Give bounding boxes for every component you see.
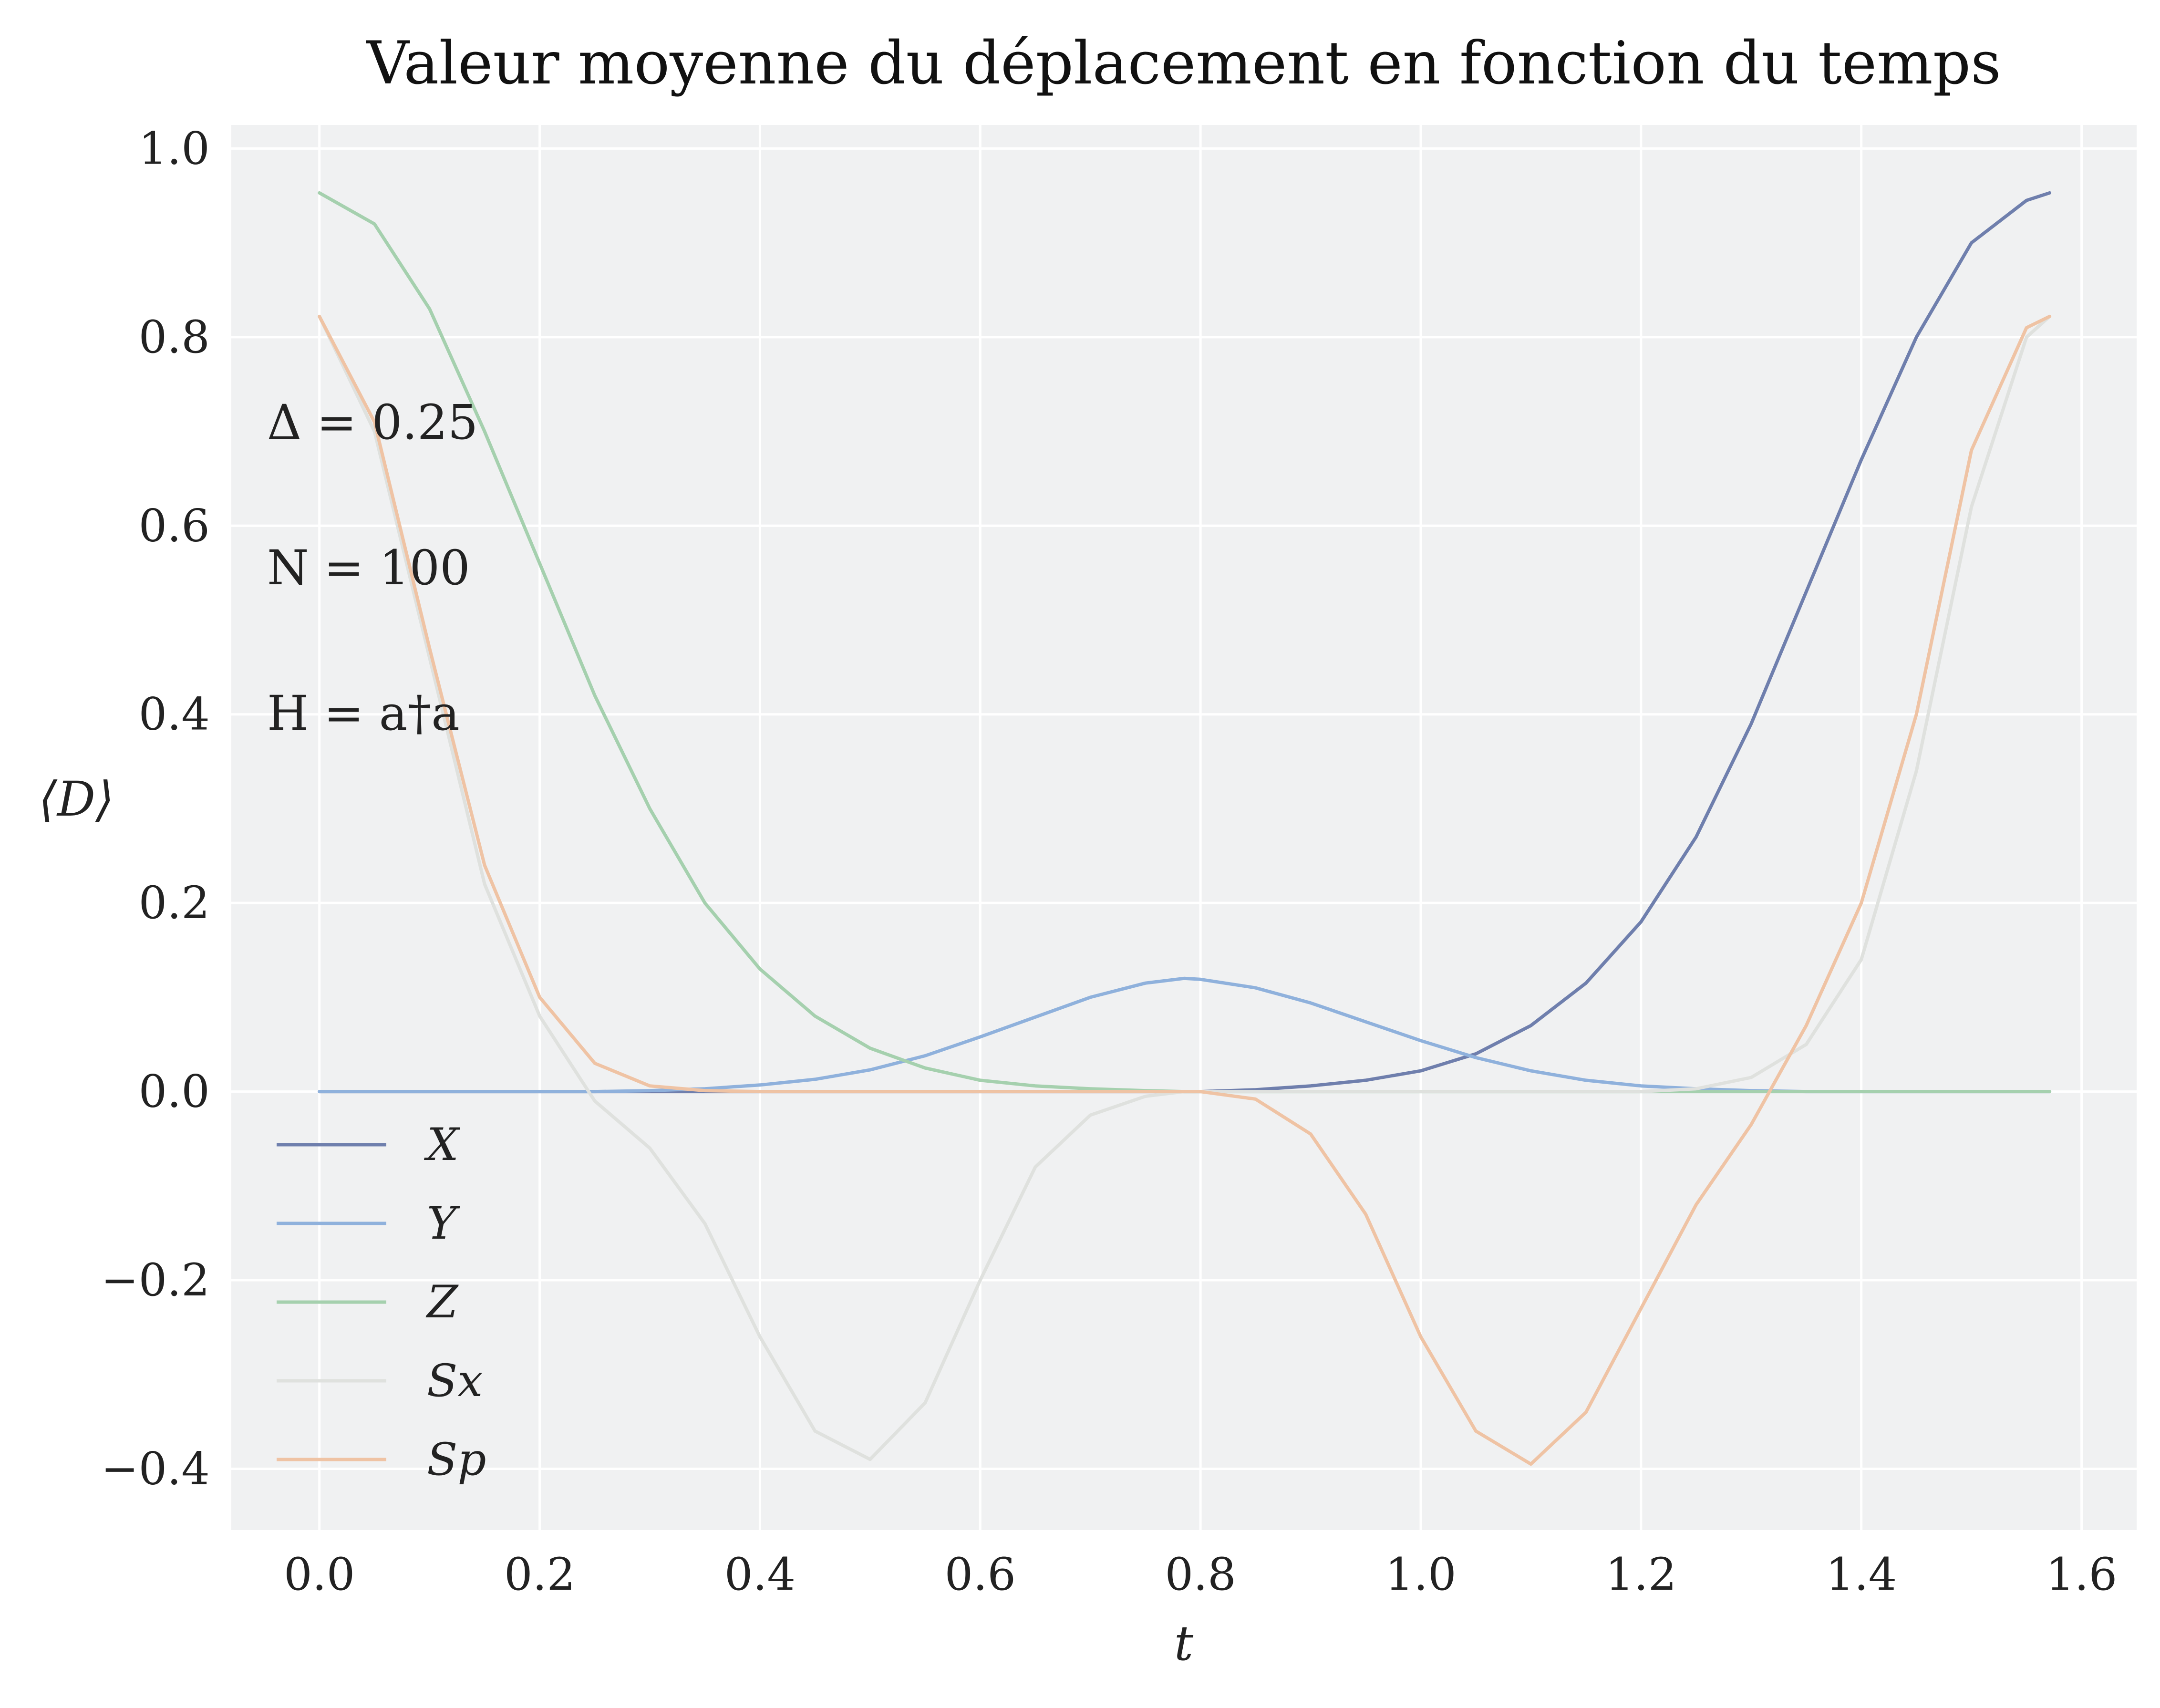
x-tick-label: 0.8	[1165, 1549, 1236, 1601]
x-tick-label: 1.0	[1385, 1549, 1457, 1601]
x-tick-labels: 0.0 0.2 0.4 0.6 0.8 1.0 1.2 1.4 1.6	[284, 1549, 2117, 1601]
x-tick-label: 0.6	[945, 1549, 1016, 1601]
grid-vertical	[318, 125, 2083, 1530]
y-tick-label: 0.0	[139, 1066, 210, 1118]
series-layer	[318, 191, 2052, 1466]
legend-label-y: Y	[427, 1198, 460, 1250]
plot-area	[231, 125, 2137, 1530]
y-tick-labels: −0.4 −0.2 0.0 0.2 0.4 0.6 0.8 1.0	[101, 123, 210, 1495]
y-tick-label: 0.2	[139, 877, 210, 929]
y-tick-label: 0.6	[139, 500, 210, 552]
x-tick-label: 0.2	[504, 1549, 576, 1601]
legend: XYZ Sx Sp	[277, 1119, 486, 1486]
annotation-delta: Δ = 0.25	[267, 394, 478, 450]
legend-label-z: Z	[425, 1276, 459, 1328]
annotation-n: N = 100	[267, 540, 470, 596]
y-tick-label: 0.4	[139, 689, 210, 741]
y-tick-label: 1.0	[139, 123, 210, 175]
y-tick-label: −0.2	[101, 1254, 210, 1306]
legend-label-sx: Sx	[427, 1355, 483, 1407]
x-tick-label: 0.4	[724, 1549, 796, 1601]
y-tick-label: −0.4	[101, 1443, 210, 1495]
legend-label-sp: Sp	[427, 1434, 486, 1486]
x-tick-label: 1.2	[1605, 1549, 1677, 1601]
y-tick-label: 0.8	[139, 311, 210, 363]
annotation-hamiltonian: H = a†a	[267, 685, 460, 741]
legend-label-x: X	[424, 1119, 461, 1171]
y-axis-label: ⟨D⟩	[39, 771, 114, 827]
chart-title: Valeur moyenne du déplacement en fonctio…	[365, 29, 2001, 98]
x-tick-label: 1.6	[2046, 1549, 2118, 1601]
x-axis-label: t	[1174, 1615, 1194, 1671]
series-line-sp	[318, 314, 2052, 1466]
x-tick-label: 0.0	[284, 1549, 355, 1601]
x-tick-label: 1.4	[1826, 1549, 1897, 1601]
